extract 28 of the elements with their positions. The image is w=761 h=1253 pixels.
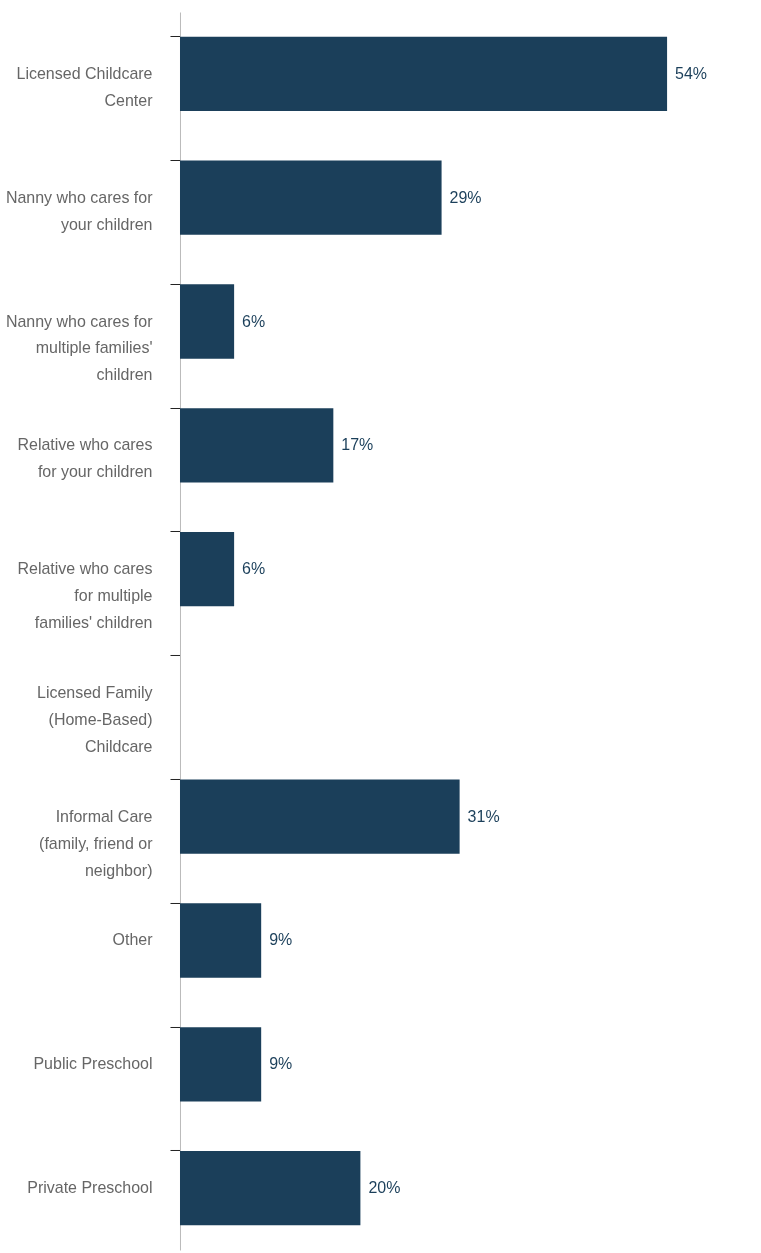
bar [180,1150,361,1226]
data-label: 31% [467,807,500,825]
bar [180,36,668,112]
data-label: 6% [242,312,266,330]
bar [180,903,262,978]
bar [180,160,442,235]
bar [180,284,235,359]
y-tick-label: Licensed Childcare Center [16,64,154,109]
data-label: 20% [368,1179,401,1197]
y-tick-label: Relative who cares for your children [17,436,153,481]
y-tick-label: Informal Care (family, friend or neighbor) [39,807,154,879]
data-label: 54% [675,64,708,82]
data-label: 17% [341,436,374,454]
y-tick-label: Other [112,931,154,949]
y-tick-label: Relative who cares for multiple families' children [17,560,153,632]
bar [180,779,460,854]
data-label: 6% [242,560,266,578]
y-tick-label: Nanny who cares for multiple families' children [5,312,154,384]
bar [180,408,334,483]
y-tick-label: Licensed Family (Home-Based) Childcare [37,683,153,755]
bar [180,531,235,607]
data-label: 9% [269,931,293,949]
bar [180,1027,262,1102]
y-tick-label: Private Preschool [27,1179,153,1197]
data-label: 9% [269,1055,293,1073]
y-tick-label: Nanny who cares for your children [5,188,154,233]
y-tick-label: Public Preschool [33,1055,153,1073]
data-label: 29% [449,188,482,206]
